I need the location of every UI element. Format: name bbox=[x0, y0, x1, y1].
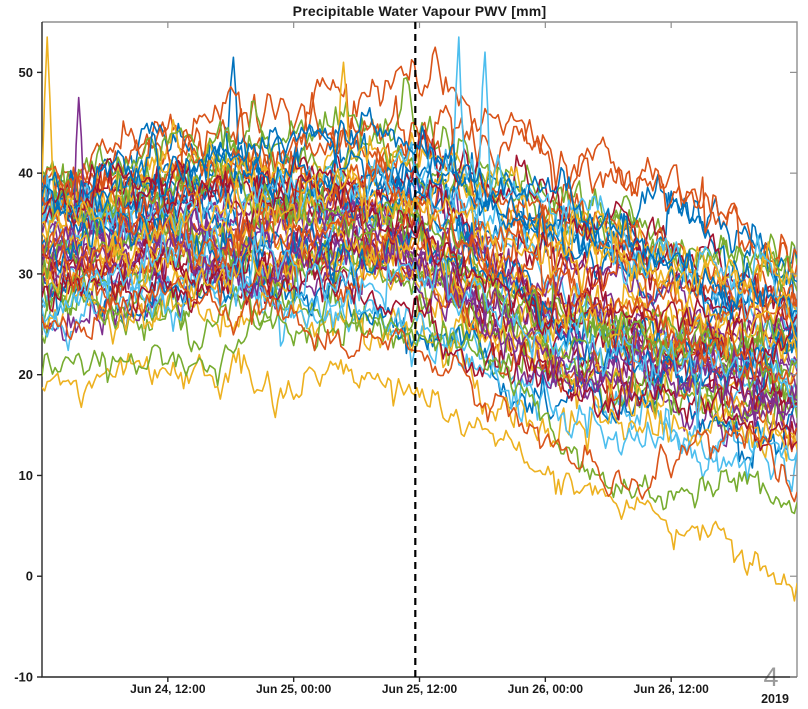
ensemble-outlier-line bbox=[42, 347, 797, 602]
y-tick-label: -10 bbox=[14, 670, 33, 685]
ensemble-line bbox=[42, 167, 797, 341]
ensemble-line bbox=[42, 46, 797, 279]
y-tick-label: 40 bbox=[19, 166, 33, 181]
ensemble-line bbox=[42, 240, 797, 448]
ensemble-line bbox=[42, 215, 797, 422]
ensemble-line bbox=[42, 107, 797, 320]
y-tick-label: 10 bbox=[19, 468, 33, 483]
ensemble-line bbox=[42, 215, 797, 429]
ensemble-line bbox=[42, 91, 797, 276]
x-tick-label: Jun 26, 00:00 bbox=[508, 682, 584, 696]
ensemble-line bbox=[42, 157, 797, 365]
ensemble-series-group bbox=[42, 36, 797, 602]
y-tick-label: 50 bbox=[19, 65, 33, 80]
x-tick-label: Jun 26, 12:00 bbox=[633, 682, 709, 696]
y-tick-label: 20 bbox=[19, 367, 33, 382]
x-tick-label: Jun 24, 12:00 bbox=[130, 682, 206, 696]
ensemble-line bbox=[42, 254, 797, 481]
x-tick-label: Jun 25, 00:00 bbox=[256, 682, 332, 696]
x-tick-label: Jun 25, 12:00 bbox=[382, 682, 458, 696]
ensemble-outlier-line bbox=[42, 308, 797, 515]
ensemble-line bbox=[42, 154, 797, 385]
x-axis-year-label: 2019 bbox=[761, 692, 789, 706]
ensemble-line bbox=[42, 117, 797, 293]
y-tick-label: 30 bbox=[19, 266, 33, 281]
y-tick-label: 0 bbox=[26, 569, 33, 584]
ensemble-outlier-line bbox=[42, 276, 797, 503]
chart-title: Precipitable Water Vapour PWV [mm] bbox=[292, 3, 547, 19]
